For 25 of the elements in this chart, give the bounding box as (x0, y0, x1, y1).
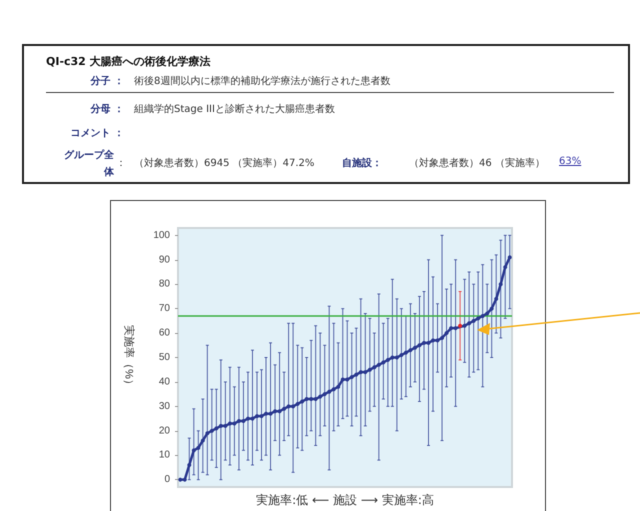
text: コメント ： (70, 127, 124, 140)
y-tick-label: 60 (158, 328, 170, 339)
text: 63% (559, 156, 582, 167)
y-axis-title: 実施率（%） (122, 325, 136, 390)
y-tick-label: 0 (164, 474, 170, 486)
y-tick-label: 70 (158, 303, 170, 314)
text: ： (116, 157, 126, 170)
text: （対象患者数）6945 （実施率）47.2% (134, 156, 314, 170)
y-tick-label: 50 (158, 352, 170, 363)
y-tick-label: 30 (158, 400, 170, 412)
text: グループ全体 (64, 148, 114, 180)
text: 自施設： (342, 156, 383, 170)
chart-title: QI-c32 大腸癌への術後化学療法 (46, 54, 211, 69)
text: （対象患者数）46 （実施率） (409, 156, 545, 170)
text: 術後8週間以内に標準的補助化学療法が施行された患者数 (134, 74, 390, 88)
text: 分子 ： (89, 74, 124, 88)
y-tick-label: 80 (158, 278, 170, 290)
text: 分母 ： (89, 102, 124, 116)
y-tick-label: 10 (158, 450, 170, 461)
y-tick-label: 40 (158, 376, 170, 388)
y-tick-label: 20 (158, 425, 170, 436)
y-tick-label: 90 (158, 254, 170, 266)
x-axis-title: 実施率:低 ⟵ 施設 ⟶ 実施率:高 (256, 493, 434, 507)
text: 組織学的Stage IIIと診断された大腸癌患者数 (134, 102, 335, 116)
y-tick-label: 100 (153, 230, 170, 241)
